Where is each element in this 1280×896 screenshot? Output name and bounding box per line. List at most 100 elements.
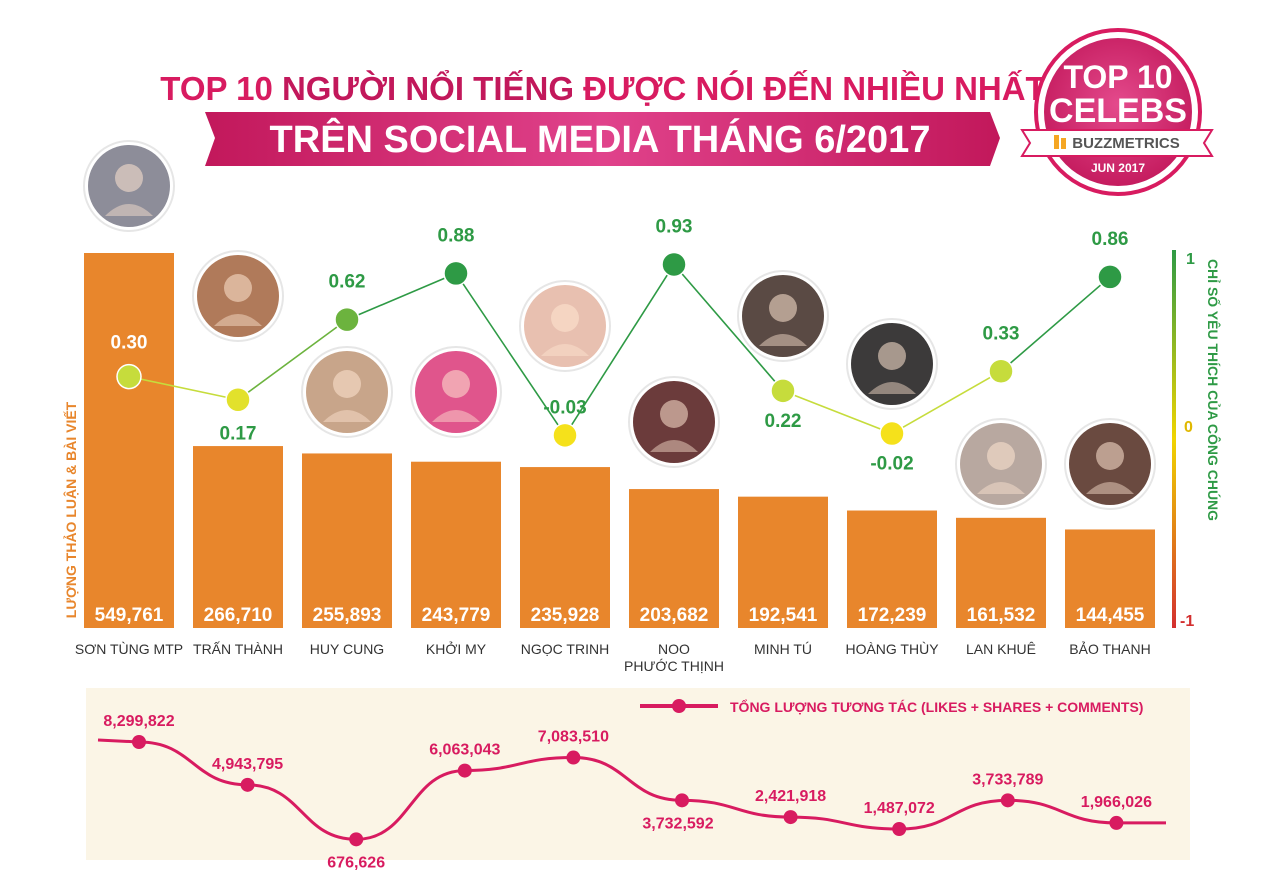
sentiment-value-label: -0.02 (870, 454, 913, 475)
category-label: HOÀNG THÙY (845, 641, 939, 657)
bar-value-label: 172,239 (858, 605, 927, 626)
engagement-point (783, 810, 798, 825)
sentiment-segment (128, 375, 239, 401)
person-icon (551, 304, 579, 332)
category-labels: SƠN TÙNG MTP TRẤN THÀNH HUY CUNG KHỞI MY NGỌ… (75, 640, 1151, 674)
bar-value-label: 255,893 (313, 605, 382, 626)
sentiment-value-label: 0.86 (1092, 229, 1129, 250)
engagement-point (349, 832, 364, 847)
sentiment-axis-label: CHỈ SỐ YÊU THÍCH CỦA CÔNG CHÚNG (1205, 259, 1222, 521)
category-label: KHỞI MY (426, 640, 487, 657)
buzzmetrics-logo-icon-bar (1061, 138, 1066, 149)
sentiment-value-label: 0.22 (765, 411, 802, 432)
celebrity-avatar (1064, 418, 1156, 510)
mention-bars: 549,761 266,710 255,893 243,779 235,928 203,6… (84, 253, 1155, 628)
bar-value-label: 266,710 (204, 605, 273, 626)
sentiment-value-label: 0.17 (220, 424, 257, 445)
person-icon (333, 370, 361, 398)
top10-celebs-badge: TOP 10 CELEBS BUZZMETRICS JUN 2017 (1020, 28, 1214, 196)
engagement-value-label: 4,943,795 (212, 756, 283, 773)
engagement-panel (86, 688, 1190, 860)
sentiment-tick-0: 0 (1184, 419, 1193, 436)
bar-value-label: 192,541 (749, 605, 818, 626)
engagement-legend-marker (672, 699, 686, 713)
bar (411, 461, 501, 628)
celebrity-avatar (846, 318, 938, 410)
engagement-value-label: 6,063,043 (429, 742, 500, 759)
sentiment-segment (564, 264, 675, 436)
category-label: TRẤN THÀNH (193, 641, 283, 657)
bar (847, 510, 937, 628)
celebrity-avatar (628, 376, 720, 468)
sentiment-point (116, 363, 142, 390)
sentiment-line: 0.30 0.17 0.62 0.88 -0.03 0.93 0.22 -0.02 0.33 0.… (111, 216, 1129, 474)
title-part-b: NGƯỜI NỔI TIẾNG (282, 70, 574, 107)
person-icon (987, 442, 1015, 470)
celebrity-avatar (737, 270, 829, 362)
badge-line2: CELEBS (1049, 92, 1187, 130)
engagement-point (566, 750, 581, 765)
sentiment-point (879, 420, 905, 447)
bar (738, 496, 828, 628)
sentiment-point (552, 422, 578, 449)
engagement-point (240, 777, 255, 792)
engagement-value-label: 2,421,918 (755, 788, 826, 805)
sentiment-point (1097, 264, 1123, 290)
bar-value-label: 243,779 (422, 605, 491, 626)
person-icon (660, 400, 688, 428)
sentiment-point (988, 358, 1014, 385)
engagement-value-label: 3,733,789 (972, 771, 1043, 788)
bar-y-axis-label: LƯỢNG THẢO LUẬN & BÀI VIẾT (62, 401, 79, 618)
category-label: BẢO THANH (1069, 641, 1150, 657)
celebrity-avatar (192, 250, 284, 342)
sentiment-tick-minus1: -1 (1180, 613, 1194, 630)
bar (84, 253, 174, 628)
sentiment-value-label: 0.93 (656, 216, 693, 237)
person-icon (224, 274, 252, 302)
engagement-point (457, 763, 472, 778)
bar (193, 446, 283, 628)
sentiment-value-label: 0.88 (438, 225, 475, 246)
sentiment-axis-line (1172, 250, 1176, 628)
title-part-c: ĐƯỢC NÓI ĐẾN NHIỀU NHẤT (574, 70, 1046, 107)
sentiment-segment (1000, 276, 1111, 372)
category-label: LAN KHUÊ (966, 641, 1036, 657)
sentiment-point (661, 251, 687, 278)
celebrity-avatar (301, 346, 393, 438)
engagement-point (1109, 815, 1124, 830)
sentiment-segment (782, 390, 893, 435)
person-icon (769, 294, 797, 322)
bar (1065, 529, 1155, 628)
engagement-line: 8,299,822 4,943,795 676,626 6,063,043 7,083,… (97, 713, 1166, 871)
bar-value-label: 203,682 (640, 605, 709, 626)
engagement-value-label: 676,626 (327, 854, 385, 871)
engagement-value-label: 8,299,822 (103, 713, 174, 730)
sentiment-value-label: 0.62 (329, 272, 366, 293)
badge-line1: TOP 10 (1063, 59, 1172, 95)
sentiment-segment (455, 272, 566, 436)
title-line1: TOP 10 NGƯỜI NỔI TIẾNG ĐƯỢC NÓI ĐẾN NHIỀ… (160, 70, 1045, 107)
bar (956, 517, 1046, 628)
engagement-legend-label: TỔNG LƯỢNG TƯƠNG TÁC (LIKES + SHARES + C… (730, 698, 1143, 715)
engagement-value-label: 1,966,026 (1081, 794, 1152, 811)
category-label: NGỌC TRINH (521, 641, 609, 657)
sentiment-segment (346, 272, 457, 321)
bar (520, 467, 610, 628)
engagement-point (675, 793, 689, 808)
engagement-value-label: 1,487,072 (864, 800, 935, 817)
celebrity-avatar (519, 280, 611, 372)
bar-value-label: 549,761 (95, 605, 164, 626)
person-icon (442, 370, 470, 398)
celebrity-avatar (955, 418, 1047, 510)
bar-value-label: 235,928 (531, 605, 600, 626)
badge-date: JUN 2017 (1091, 161, 1145, 175)
sentiment-segment (673, 263, 784, 392)
engagement-point (892, 822, 907, 837)
sentiment-value-label: -0.03 (543, 397, 586, 418)
category-label: SƠN TÙNG MTP (75, 641, 183, 657)
sentiment-point (770, 378, 796, 404)
sentiment-point (443, 260, 469, 287)
bar (302, 453, 392, 628)
sentiment-value-label: 0.33 (983, 323, 1020, 344)
bar-value-label: 161,532 (967, 605, 1036, 626)
